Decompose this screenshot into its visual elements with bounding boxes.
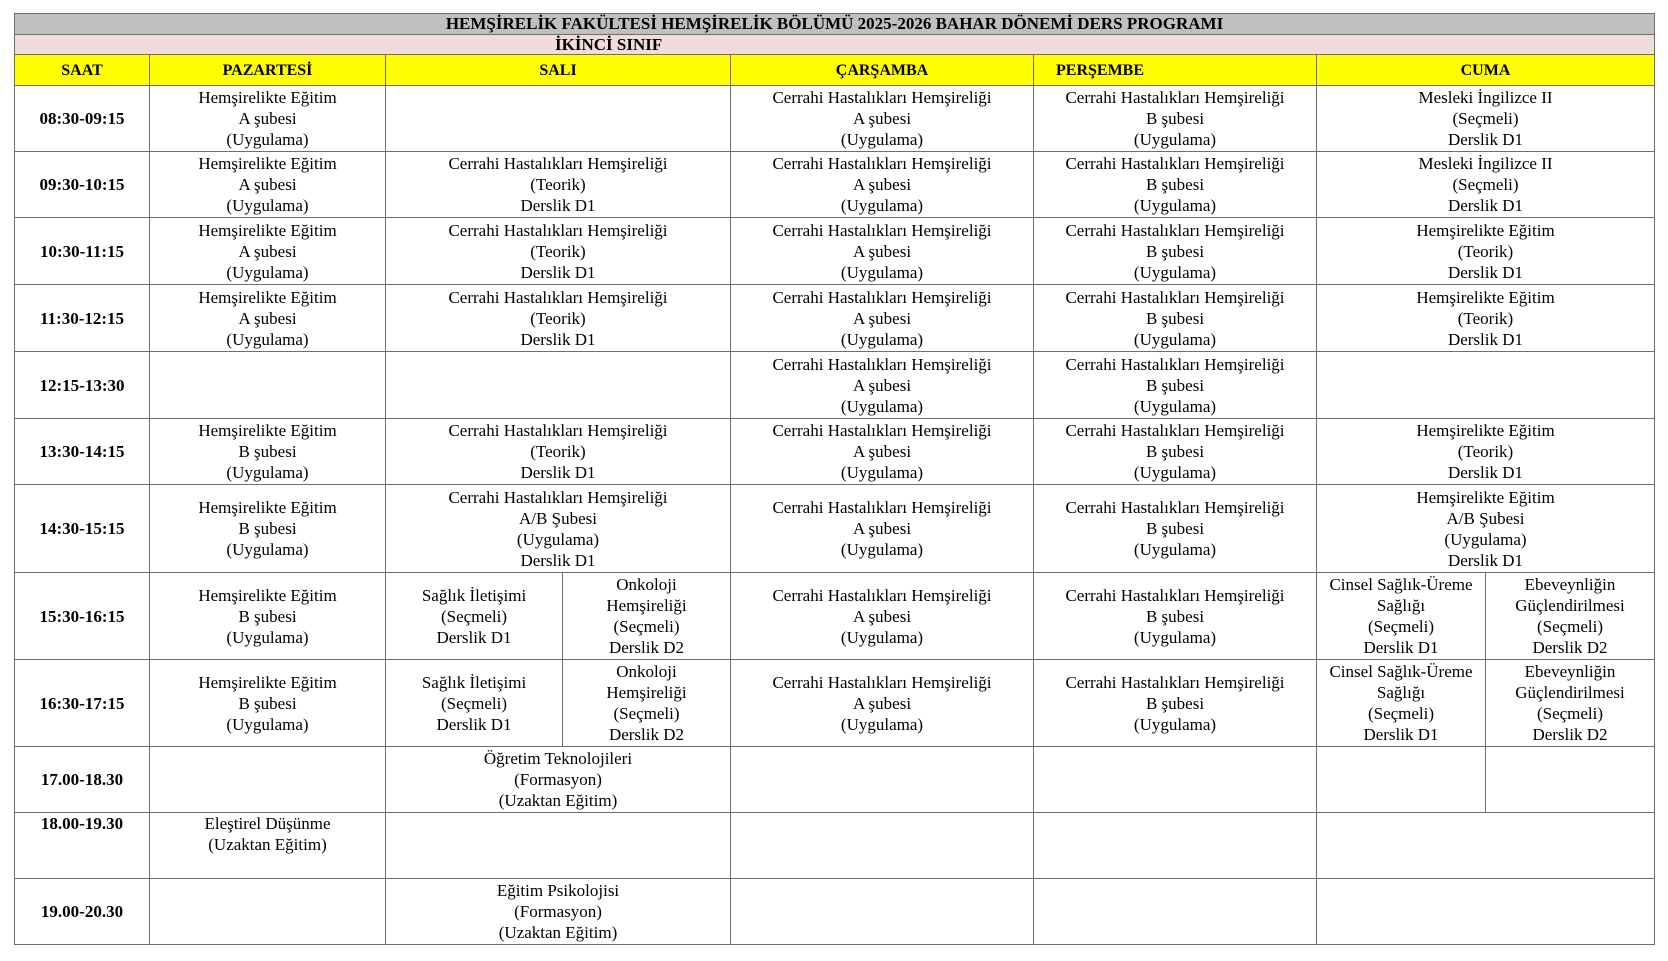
time-slot: 16:30-17:15 <box>14 659 150 747</box>
course-cell: Cerrahi Hastalıkları Hemşireliği B şubes… <box>1033 659 1317 747</box>
course-cell: Cerrahi Hastalıkları Hemşireliği B şubes… <box>1033 418 1317 485</box>
time-slot: 14:30-15:15 <box>14 484 150 573</box>
schedule-table: HEMŞİRELİK FAKÜLTESİ HEMŞİRELİK BÖLÜMÜ 2… <box>14 13 1655 945</box>
header-persembe: PERŞEMBE <box>1033 54 1317 86</box>
empty-cell <box>385 351 731 419</box>
course-cell: Hemşirelikte Eğitim A/B Şubesi (Uygulama… <box>1316 484 1655 573</box>
schedule-row: 09:30-10:15 Hemşirelikte Eğitim A şubesi … <box>14 151 1655 218</box>
schedule-row: 08:30-09:15 Hemşirelikte Eğitim A şubesi … <box>14 85 1655 152</box>
empty-cell <box>149 878 386 945</box>
course-cell: Sağlık İletişimi (Seçmeli) Derslik D1 <box>385 659 563 747</box>
time-slot: 15:30-16:15 <box>14 572 150 660</box>
course-cell: Ebeveynliğin Güçlendirilmesi (Seçmeli) D… <box>1485 572 1655 660</box>
header-pazartesi: PAZARTESİ <box>149 54 386 86</box>
course-cell: Cerrahi Hastalıkları Hemşireliği A şubes… <box>730 418 1034 485</box>
schedule-row: 18.00-19.30 Eleştirel Düşünme (Uzaktan Eğ… <box>14 812 1655 879</box>
header-saat: SAAT <box>14 54 150 86</box>
course-cell: Hemşirelikte Eğitim A şubesi (Uygulama) <box>149 217 386 285</box>
course-cell: Cerrahi Hastalıkları Hemşireliği (Teorik… <box>385 217 731 285</box>
course-cell: Hemşirelikte Eğitim (Teorik) Derslik D1 <box>1316 217 1655 285</box>
course-cell: Ebeveynliğin Güçlendirilmesi (Seçmeli) D… <box>1485 659 1655 747</box>
empty-cell <box>1033 812 1317 879</box>
class-year-label: İKİNCİ SINIF <box>14 34 1655 55</box>
course-cell: Cerrahi Hastalıkları Hemşireliği A şubes… <box>730 217 1034 285</box>
header-carsamba: ÇARŞAMBA <box>730 54 1034 86</box>
course-cell: Cerrahi Hastalıkları Hemşireliği B şubes… <box>1033 217 1317 285</box>
schedule-row: 13:30-14:15 Hemşirelikte Eğitim B şubesi … <box>14 418 1655 485</box>
course-cell: Hemşirelikte Eğitim A şubesi (Uygulama) <box>149 151 386 218</box>
empty-cell <box>730 812 1034 879</box>
time-slot: 10:30-11:15 <box>14 217 150 285</box>
empty-cell <box>1033 746 1317 813</box>
schedule-title: HEMŞİRELİK FAKÜLTESİ HEMŞİRELİK BÖLÜMÜ 2… <box>14 13 1655 35</box>
course-cell: Cerrahi Hastalıkları Hemşireliği A şubes… <box>730 85 1034 152</box>
schedule-row: 15:30-16:15 Hemşirelikte Eğitim B şubesi … <box>14 572 1655 660</box>
schedule-row: 17.00-18.30 Öğretim Teknolojileri (Formas… <box>14 746 1655 813</box>
time-slot: 12:15-13:30 <box>14 351 150 419</box>
course-cell: Cerrahi Hastalıkları Hemşireliği A şubes… <box>730 659 1034 747</box>
schedule-row: 14:30-15:15 Hemşirelikte Eğitim B şubesi … <box>14 484 1655 573</box>
course-cell: Hemşirelikte Eğitim B şubesi (Uygulama) <box>149 418 386 485</box>
course-cell: Cerrahi Hastalıkları Hemşireliği A şubes… <box>730 484 1034 573</box>
course-cell: Cerrahi Hastalıkları Hemşireliği (Teorik… <box>385 284 731 352</box>
schedule-row: 16:30-17:15 Hemşirelikte Eğitim B şubesi … <box>14 659 1655 747</box>
empty-cell <box>1033 878 1317 945</box>
empty-cell <box>1316 351 1655 419</box>
time-slot: 09:30-10:15 <box>14 151 150 218</box>
time-slot: 11:30-12:15 <box>14 284 150 352</box>
course-cell: Öğretim Teknolojileri (Formasyon) (Uzakt… <box>385 746 731 813</box>
empty-cell <box>1316 746 1486 813</box>
time-slot: 17.00-18.30 <box>14 746 150 813</box>
course-cell: Cerrahi Hastalıkları Hemşireliği A şubes… <box>730 151 1034 218</box>
course-cell: Hemşirelikte Eğitim A şubesi (Uygulama) <box>149 85 386 152</box>
course-cell: Hemşirelikte Eğitim B şubesi (Uygulama) <box>149 572 386 660</box>
course-cell: Cinsel Sağlık-Üreme Sağlığı (Seçmeli) De… <box>1316 572 1486 660</box>
course-cell: Cerrahi Hastalıkları Hemşireliği B şubes… <box>1033 85 1317 152</box>
schedule-row: 12:15-13:30 Cerrahi Hastalıkları Hemşirel… <box>14 351 1655 419</box>
course-cell: Onkoloji Hemşireliği (Seçmeli) Derslik D… <box>562 659 731 747</box>
time-slot: 18.00-19.30 <box>14 812 150 879</box>
course-cell: Cerrahi Hastalıkları Hemşireliği (Teorik… <box>385 151 731 218</box>
empty-cell <box>1485 746 1655 813</box>
empty-cell <box>1316 812 1655 879</box>
schedule-row: 10:30-11:15 Hemşirelikte Eğitim A şubesi … <box>14 217 1655 285</box>
empty-cell <box>730 878 1034 945</box>
empty-cell <box>385 85 731 152</box>
course-cell: Cerrahi Hastalıkları Hemşireliği (Teorik… <box>385 418 731 485</box>
course-cell: Mesleki İngilizce II (Seçmeli) Derslik D… <box>1316 151 1655 218</box>
course-cell: Hemşirelikte Eğitim B şubesi (Uygulama) <box>149 659 386 747</box>
course-cell: Cerrahi Hastalıkları Hemşireliği B şubes… <box>1033 351 1317 419</box>
course-cell: Cerrahi Hastalıkları Hemşireliği B şubes… <box>1033 572 1317 660</box>
course-cell: Cerrahi Hastalıkları Hemşireliği B şubes… <box>1033 484 1317 573</box>
time-slot: 08:30-09:15 <box>14 85 150 152</box>
empty-cell <box>1316 878 1655 945</box>
course-cell: Cerrahi Hastalıkları Hemşireliği B şubes… <box>1033 151 1317 218</box>
course-cell: Hemşirelikte Eğitim (Teorik) Derslik D1 <box>1316 284 1655 352</box>
course-cell: Cinsel Sağlık-Üreme Sağlığı (Seçmeli) De… <box>1316 659 1486 747</box>
empty-cell <box>149 351 386 419</box>
course-cell: Hemşirelikte Eğitim (Teorik) Derslik D1 <box>1316 418 1655 485</box>
schedule-row: 19.00-20.30 Eğitim Psikolojisi (Formasyon… <box>14 878 1655 945</box>
header-row: SAAT PAZARTESİ SALI ÇARŞAMBA PERŞEMBE CU… <box>14 54 1655 86</box>
schedule-row: 11:30-12:15 Hemşirelikte Eğitim A şubesi … <box>14 284 1655 352</box>
header-sali: SALI <box>385 54 731 86</box>
course-cell: Hemşirelikte Eğitim B şubesi (Uygulama) <box>149 484 386 573</box>
course-cell: Cerrahi Hastalıkları Hemşireliği A/B Şub… <box>385 484 731 573</box>
course-cell: Cerrahi Hastalıkları Hemşireliği A şubes… <box>730 572 1034 660</box>
course-cell: Hemşirelikte Eğitim A şubesi (Uygulama) <box>149 284 386 352</box>
course-cell: Onkoloji Hemşireliği (Seçmeli) Derslik D… <box>562 572 731 660</box>
empty-cell <box>385 812 731 879</box>
time-slot: 13:30-14:15 <box>14 418 150 485</box>
empty-cell <box>730 746 1034 813</box>
header-cuma: CUMA <box>1316 54 1655 86</box>
course-cell: Cerrahi Hastalıkları Hemşireliği A şubes… <box>730 284 1034 352</box>
time-slot: 19.00-20.30 <box>14 878 150 945</box>
course-cell: Mesleki İngilizce II (Seçmeli) Derslik D… <box>1316 85 1655 152</box>
course-cell: Eğitim Psikolojisi (Formasyon) (Uzaktan … <box>385 878 731 945</box>
empty-cell <box>149 746 386 813</box>
course-cell: Sağlık İletişimi (Seçmeli) Derslik D1 <box>385 572 563 660</box>
course-cell: Cerrahi Hastalıkları Hemşireliği A şubes… <box>730 351 1034 419</box>
course-cell: Eleştirel Düşünme (Uzaktan Eğitim) <box>149 812 386 879</box>
course-cell: Cerrahi Hastalıkları Hemşireliği B şubes… <box>1033 284 1317 352</box>
